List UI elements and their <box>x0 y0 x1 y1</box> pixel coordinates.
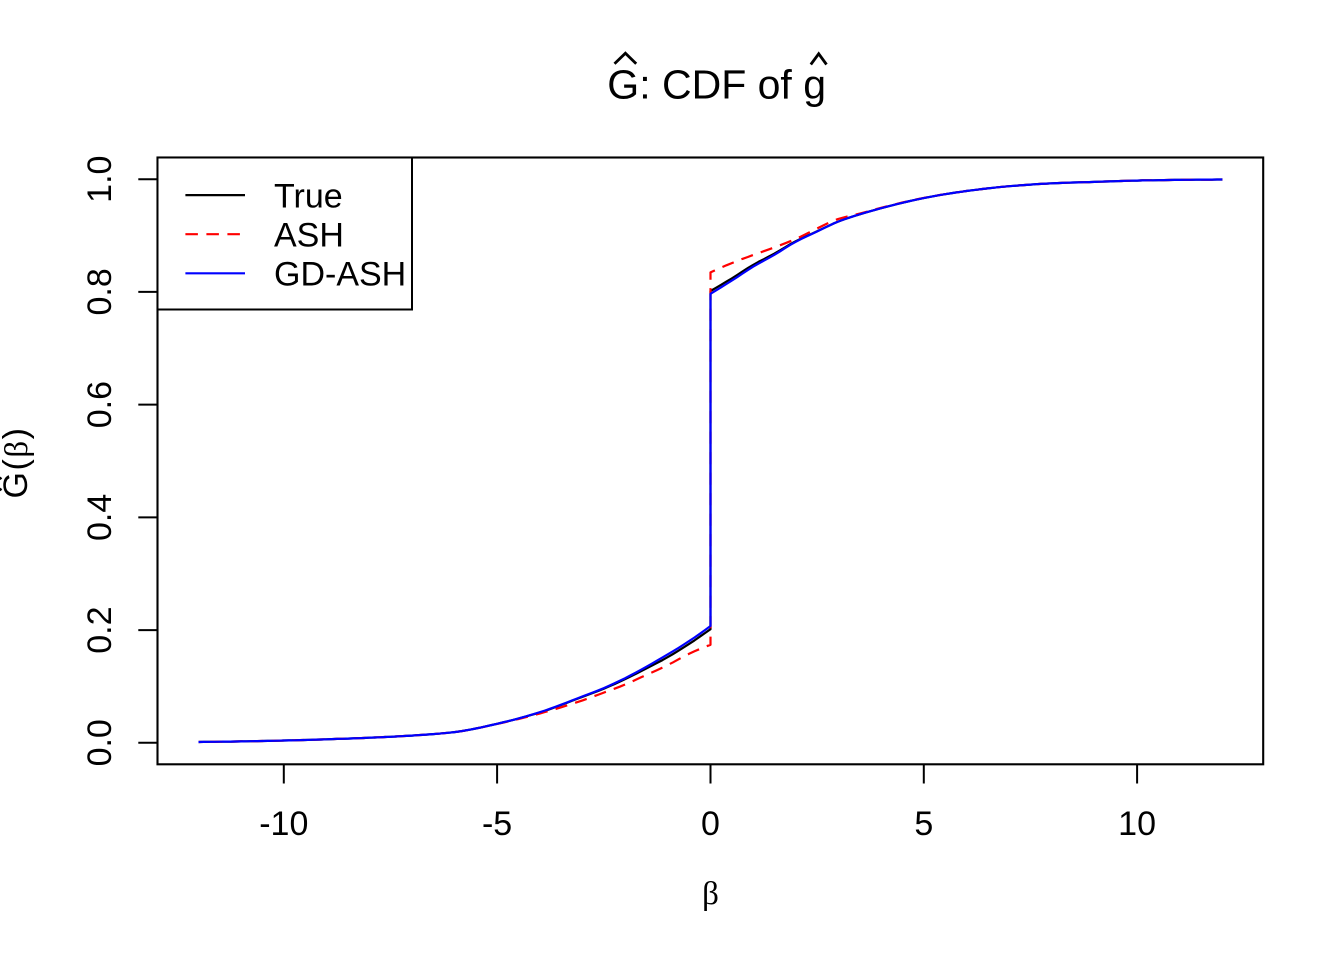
svg-text:0.4: 0.4 <box>81 494 119 541</box>
svg-text:β: β <box>702 876 719 912</box>
svg-text:10: 10 <box>1118 805 1156 843</box>
svg-text:0.0: 0.0 <box>81 719 119 766</box>
svg-text:-5: -5 <box>482 805 512 843</box>
svg-text:5: 5 <box>914 805 933 843</box>
svg-text:G: CDF of g: G: CDF of g <box>607 62 826 108</box>
svg-text:1.0: 1.0 <box>81 156 119 203</box>
svg-text:0.2: 0.2 <box>81 606 119 653</box>
svg-text:G(β): G(β) <box>0 427 35 499</box>
svg-text:0.6: 0.6 <box>81 381 119 428</box>
svg-text:ASH: ASH <box>274 217 344 255</box>
svg-text:-10: -10 <box>259 805 308 843</box>
svg-text:True: True <box>274 178 343 216</box>
svg-text:0: 0 <box>701 805 720 843</box>
svg-text:GD-ASH: GD-ASH <box>274 256 406 294</box>
svg-text:0.8: 0.8 <box>81 268 119 315</box>
